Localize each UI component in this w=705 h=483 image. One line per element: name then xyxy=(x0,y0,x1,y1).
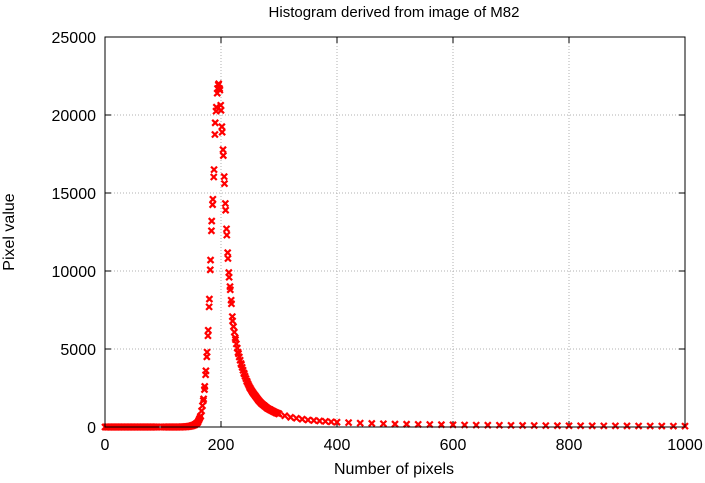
data-point xyxy=(623,422,631,430)
data-point xyxy=(223,231,231,239)
data-point xyxy=(292,414,301,423)
data-point xyxy=(223,248,232,257)
data-point xyxy=(310,416,318,425)
data-point xyxy=(286,413,295,422)
data-point xyxy=(611,422,620,430)
data-point xyxy=(220,172,228,181)
chart-title: Histogram derived from image of M82 xyxy=(269,4,520,21)
x-tick-label: 0 xyxy=(101,437,110,454)
x-tick-label: 600 xyxy=(440,437,467,454)
y-tick-label: 15000 xyxy=(52,186,97,203)
data-point xyxy=(196,412,205,420)
x-tick-label: 800 xyxy=(556,437,583,454)
data-point xyxy=(600,422,608,430)
data-point xyxy=(203,348,211,356)
data-point xyxy=(304,416,312,424)
data-point xyxy=(553,421,562,430)
data-point xyxy=(634,422,643,430)
data-point xyxy=(209,195,217,204)
data-point xyxy=(221,199,230,208)
x-axis-title: Number of pixels xyxy=(334,461,454,478)
data-point xyxy=(227,299,236,308)
data-point xyxy=(210,165,218,174)
grid-layer xyxy=(105,37,685,427)
data-point xyxy=(281,411,289,420)
data-point xyxy=(321,417,330,426)
data-point xyxy=(315,417,324,425)
data-point xyxy=(327,418,335,426)
x-tick-label: 200 xyxy=(208,437,235,454)
data-point xyxy=(565,421,573,430)
data-point xyxy=(219,151,228,160)
data-point xyxy=(209,173,218,181)
data-point xyxy=(588,422,596,430)
data-point xyxy=(669,422,678,430)
data-point xyxy=(576,422,585,430)
data-point xyxy=(207,227,216,235)
data-point xyxy=(414,420,422,429)
plot-frame xyxy=(104,36,686,428)
data-point xyxy=(205,303,213,311)
data-point xyxy=(230,328,239,336)
data-point xyxy=(200,382,209,391)
data-point xyxy=(221,206,230,214)
data-points xyxy=(101,80,689,431)
data-point xyxy=(226,285,235,294)
data-point xyxy=(216,86,224,94)
data-point xyxy=(207,217,216,225)
data-point xyxy=(228,317,237,325)
data-point xyxy=(356,419,364,427)
data-point xyxy=(197,407,206,415)
data-point xyxy=(219,145,227,154)
y-axis-title: Pixel value xyxy=(1,193,18,270)
tick-layer: 0 200 400 600 800 100005000100001500020000250… xyxy=(52,30,703,454)
data-point xyxy=(231,333,239,342)
data-point xyxy=(530,421,538,430)
data-point xyxy=(222,225,231,233)
data-point xyxy=(344,418,353,427)
data-point xyxy=(333,418,341,426)
data-point xyxy=(542,421,550,430)
data-point xyxy=(218,128,226,136)
data-point xyxy=(211,130,219,139)
y-tick-label: 10000 xyxy=(52,264,97,281)
data-point xyxy=(225,273,233,282)
data-point xyxy=(658,422,666,430)
data-point xyxy=(518,421,527,430)
data-point xyxy=(211,119,219,127)
data-point xyxy=(198,402,207,410)
data-point xyxy=(202,367,210,375)
data-point xyxy=(205,295,214,303)
data-point xyxy=(206,266,215,274)
data-point xyxy=(217,106,225,115)
x-tick-label: 1000 xyxy=(667,437,703,454)
data-point xyxy=(298,415,306,423)
y-tick-label: 5000 xyxy=(60,342,96,359)
x-tick-label: 400 xyxy=(324,437,351,454)
data-point xyxy=(379,419,388,428)
data-point xyxy=(275,410,283,418)
data-point xyxy=(206,256,215,264)
data-point xyxy=(224,254,232,263)
data-point xyxy=(199,395,208,403)
data-point xyxy=(368,419,376,428)
data-point xyxy=(391,420,399,428)
data-point xyxy=(229,322,238,331)
y-tick-label: 25000 xyxy=(52,30,97,47)
data-point xyxy=(402,420,411,428)
y-tick-label: 20000 xyxy=(52,108,97,125)
data-point xyxy=(646,422,654,430)
y-tick-label: 0 xyxy=(87,420,96,437)
data-point xyxy=(220,179,229,188)
data-point xyxy=(204,326,213,335)
